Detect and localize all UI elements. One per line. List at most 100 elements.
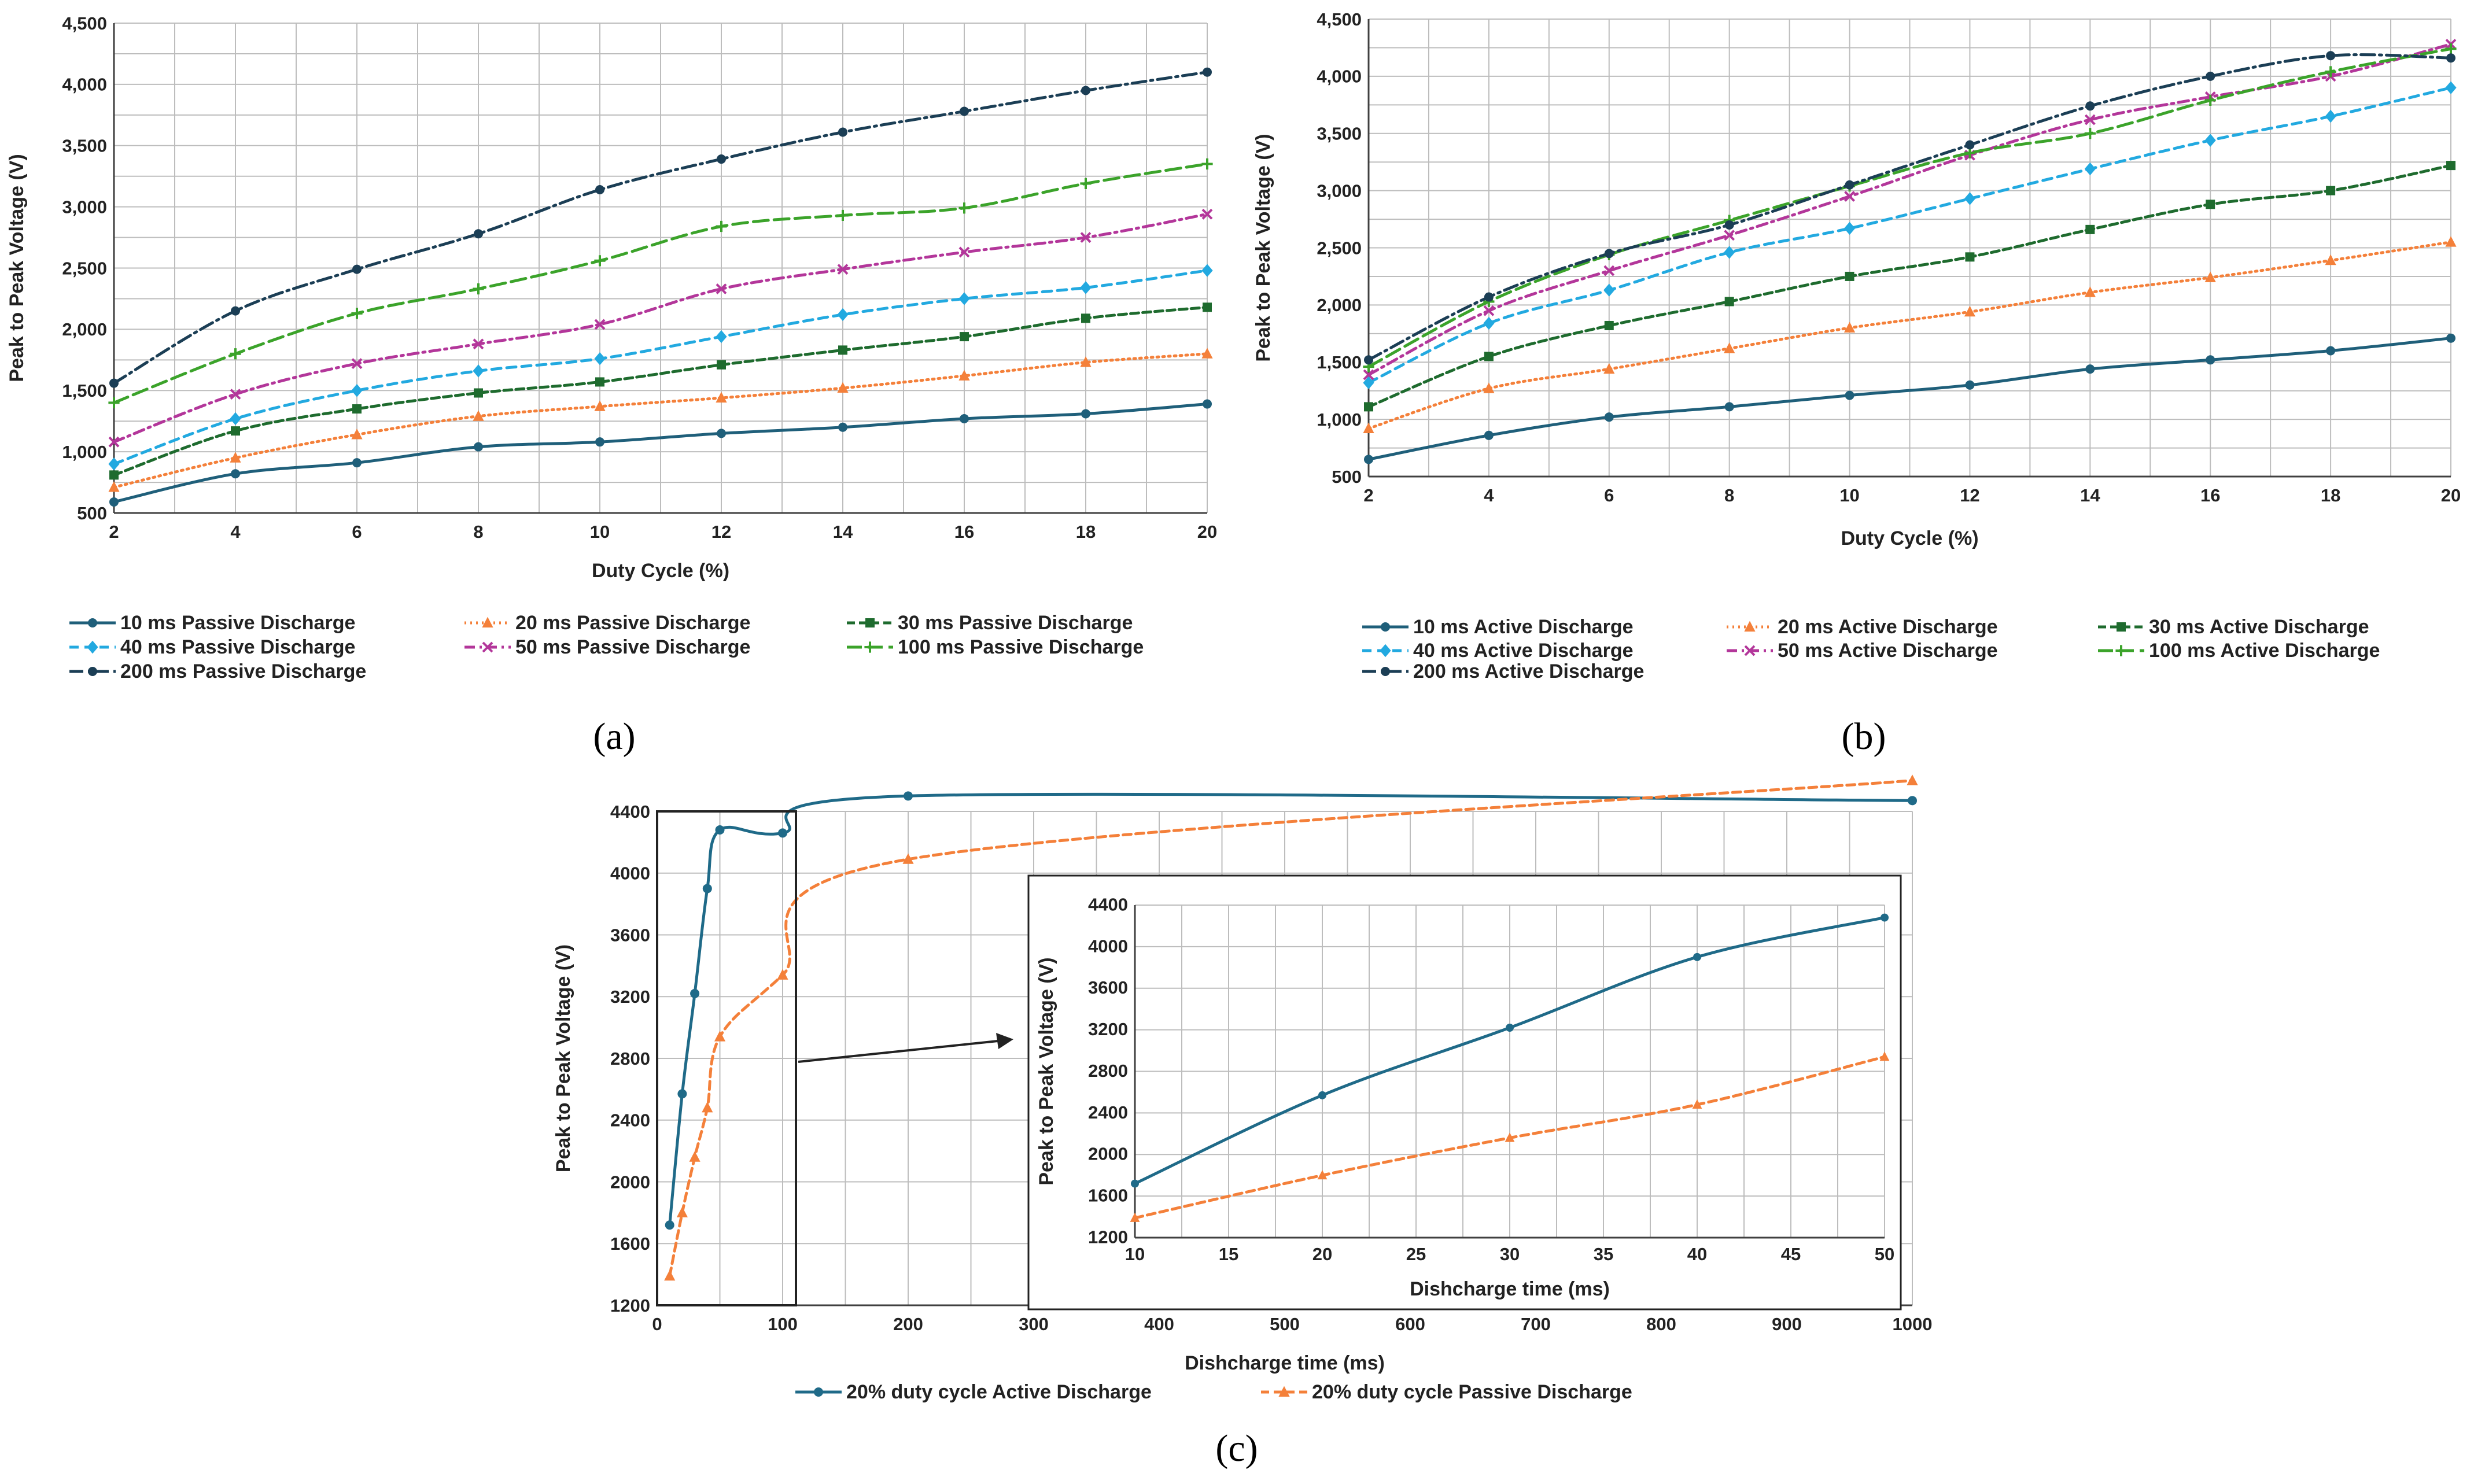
data-point [837,308,849,322]
x-tick-label: 10 [1125,1244,1145,1264]
data-point [2206,71,2215,81]
x-tick-label: 500 [1270,1314,1300,1334]
x-tick-label: 10 [1839,485,1859,505]
x-axis-title: Dishcharge time (ms) [1185,1352,1385,1374]
legend-label: 100 ms Active Discharge [2149,640,2380,662]
legend-item: 100 ms Active Discharge [2098,640,2380,662]
x-tick-label: 400 [1144,1314,1174,1334]
caption-a: (a) [593,715,635,758]
data-point [473,364,484,378]
data-point [230,348,241,360]
data-point [594,400,606,411]
data-point [904,791,913,801]
data-point [1484,292,1494,302]
legend-marker [2115,645,2127,656]
legend-item: 40 ms Passive Discharge [69,636,355,658]
x-tick-label: 12 [711,522,731,542]
data-point [231,426,240,436]
legend-label: 200 ms Active Discharge [1413,660,1644,682]
data-point [473,410,484,421]
data-point [1506,1024,1514,1032]
y-tick-label: 4,500 [1317,9,1362,29]
y-axis-title: Peak to Peak Voltage (V) [6,154,28,382]
data-point [595,437,604,447]
data-point [2085,364,2095,374]
x-tick-label: 8 [1724,485,1734,505]
legend: 20% duty cycle Active Discharge 20% duty … [795,1381,1632,1403]
data-point [2084,286,2096,297]
data-point [837,382,849,393]
x-tick-label: 18 [2321,485,2340,505]
x-tick-label: 700 [1521,1314,1551,1334]
y-tick-label: 1200 [1088,1227,1128,1247]
y-tick-label: 4400 [1088,894,1128,914]
data-point [2204,134,2216,147]
series-0 [1131,913,1889,1188]
gridlines [1368,19,2451,477]
legend-item: 40 ms Active Discharge [1362,640,1634,662]
x-tick-label: 20 [1197,522,1217,542]
series-0 [1364,333,2455,464]
data-point [473,283,484,295]
data-point [676,1206,688,1217]
y-tick-label: 1,500 [1317,352,1362,372]
series-line [112,163,1209,404]
data-point [1080,232,1092,243]
y-tick-label: 2400 [610,1110,650,1131]
series-line [112,71,1209,385]
legend-label: 30 ms Active Discharge [2149,616,2369,638]
x-tick-label: 6 [352,522,362,542]
data-point [1363,369,1374,381]
data-point [1484,430,1494,440]
data-point [1843,222,1856,235]
data-point [716,283,727,294]
series-2 [1364,161,2455,412]
series-3 [108,264,1213,471]
y-tick-label: 4,000 [62,75,107,95]
series-line [668,779,1914,1278]
y-tick-label: 2,000 [62,319,107,339]
data-point [2446,161,2455,171]
x-tick-label: 12 [1960,485,1979,505]
series-6 [1364,51,2455,365]
data-point [352,458,362,468]
data-point [1908,796,1917,806]
data-point [109,378,119,388]
data-point [1604,320,1614,330]
y-tick-label: 1,000 [62,442,107,462]
data-point [1965,140,1975,150]
legend-label: 40 ms Active Discharge [1413,640,1634,662]
series-5 [108,158,1213,409]
data-point [1363,376,1374,390]
legend-marker [1381,667,1390,676]
data-point [1843,322,1856,333]
y-tick-label: 2,500 [62,258,107,278]
data-point [716,220,727,232]
x-tick-label: 0 [652,1314,662,1334]
data-point [1907,774,1918,785]
data-point [1364,455,1373,464]
data-point [1203,67,1212,77]
legend-item: 100 ms Passive Discharge [847,636,1144,658]
y-tick-label: 500 [77,503,107,523]
data-point [1845,390,1854,400]
x-tick-label: 800 [1646,1314,1676,1334]
legend-marker [814,1387,823,1397]
x-axis-title: Duty Cycle (%) [1841,527,1978,549]
data-point [1844,191,1855,202]
data-point [1724,246,1735,259]
data-point [960,332,969,342]
x-tick-label: 14 [833,522,853,542]
data-point [2445,236,2457,247]
legend-marker [2117,622,2126,632]
zoom-arrow-line [798,1040,998,1063]
data-point [2085,101,2095,111]
series-line [1367,53,2453,361]
data-point [1483,305,1495,316]
data-point [108,436,120,448]
data-point [231,306,240,316]
data-point [1081,86,1090,95]
legend-marker [482,617,493,627]
data-point [1845,271,1854,281]
